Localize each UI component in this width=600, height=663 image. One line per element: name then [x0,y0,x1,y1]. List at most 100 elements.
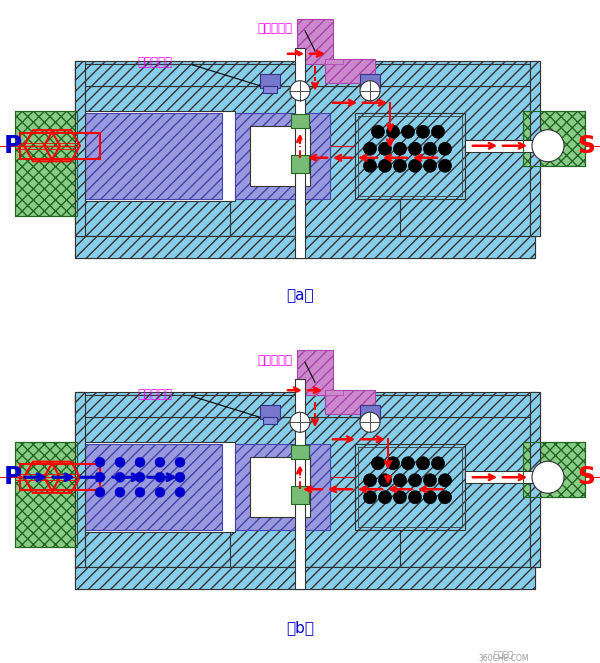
Text: 360CHE.COM: 360CHE.COM [479,654,529,663]
Bar [530,61,540,236]
Circle shape [364,143,377,155]
Circle shape [416,125,430,139]
Circle shape [155,457,165,467]
Bar [77,113,222,199]
Bar [75,392,535,568]
Bar [75,568,535,589]
Bar [363,417,377,424]
Bar [355,113,465,199]
Bar [363,86,377,93]
Bar [523,442,585,497]
Bar [523,111,585,166]
Circle shape [175,472,185,482]
Bar [235,444,330,530]
Bar [235,113,330,199]
Circle shape [401,457,415,470]
Bar [75,392,85,568]
Circle shape [379,143,392,155]
Circle shape [394,143,407,155]
Circle shape [360,81,380,101]
Bar [295,48,305,258]
Bar [295,379,305,589]
Bar [530,392,540,568]
Circle shape [364,159,377,172]
Bar [75,61,535,236]
Bar [325,59,375,83]
Circle shape [439,159,452,172]
Circle shape [416,457,430,470]
Text: 奇数档气管: 奇数档气管 [257,23,293,35]
Bar [465,140,555,152]
Circle shape [115,487,125,497]
Bar [75,395,535,417]
Bar [530,61,540,236]
Circle shape [439,474,452,487]
Bar [77,442,235,532]
Circle shape [409,491,421,504]
Circle shape [371,457,385,470]
Bar [75,64,535,86]
Bar [75,64,535,86]
Circle shape [95,457,105,467]
Bar [250,457,310,517]
Bar [360,405,380,419]
Bar [75,61,85,236]
Circle shape [135,457,145,467]
Circle shape [401,125,415,139]
Bar [230,477,400,568]
Bar [325,391,343,395]
Text: 奇数档气管: 奇数档气管 [257,354,293,367]
Bar [358,448,462,527]
Circle shape [290,81,310,101]
Circle shape [364,474,377,487]
Circle shape [364,491,377,504]
Bar [465,471,555,483]
Circle shape [379,159,392,172]
Circle shape [424,143,437,155]
Bar [260,74,280,88]
Text: 偶数档气管: 偶数档气管 [137,388,173,400]
Bar [523,442,585,497]
Circle shape [439,143,452,155]
Text: 卡车之家: 卡车之家 [494,650,514,660]
Text: S: S [577,465,595,489]
Circle shape [115,457,125,467]
Bar [77,444,222,530]
Bar [250,126,310,186]
Circle shape [155,487,165,497]
Circle shape [290,412,310,432]
Circle shape [360,412,380,432]
Text: S: S [577,134,595,158]
Bar [297,19,333,64]
Bar [291,446,309,459]
Bar [360,74,380,88]
Circle shape [532,130,564,162]
Bar [230,146,400,236]
Circle shape [95,472,105,482]
Bar [15,442,77,547]
Circle shape [424,159,437,172]
Bar [291,154,309,173]
Bar [260,405,280,419]
Circle shape [431,457,445,470]
Bar [20,133,100,158]
Circle shape [431,125,445,139]
Circle shape [409,159,421,172]
Text: P: P [4,465,22,489]
Bar [75,236,535,258]
Circle shape [95,487,105,497]
Bar [325,391,375,414]
Bar [75,568,535,589]
Bar [263,86,277,93]
Bar [325,59,343,64]
Bar [523,111,585,166]
Circle shape [371,125,385,139]
Bar [291,486,309,505]
Text: （b）: （b） [286,620,314,634]
Bar [20,464,100,490]
Bar [75,392,85,568]
Bar [530,392,540,568]
Circle shape [532,461,564,493]
Circle shape [379,474,392,487]
Circle shape [386,125,400,139]
